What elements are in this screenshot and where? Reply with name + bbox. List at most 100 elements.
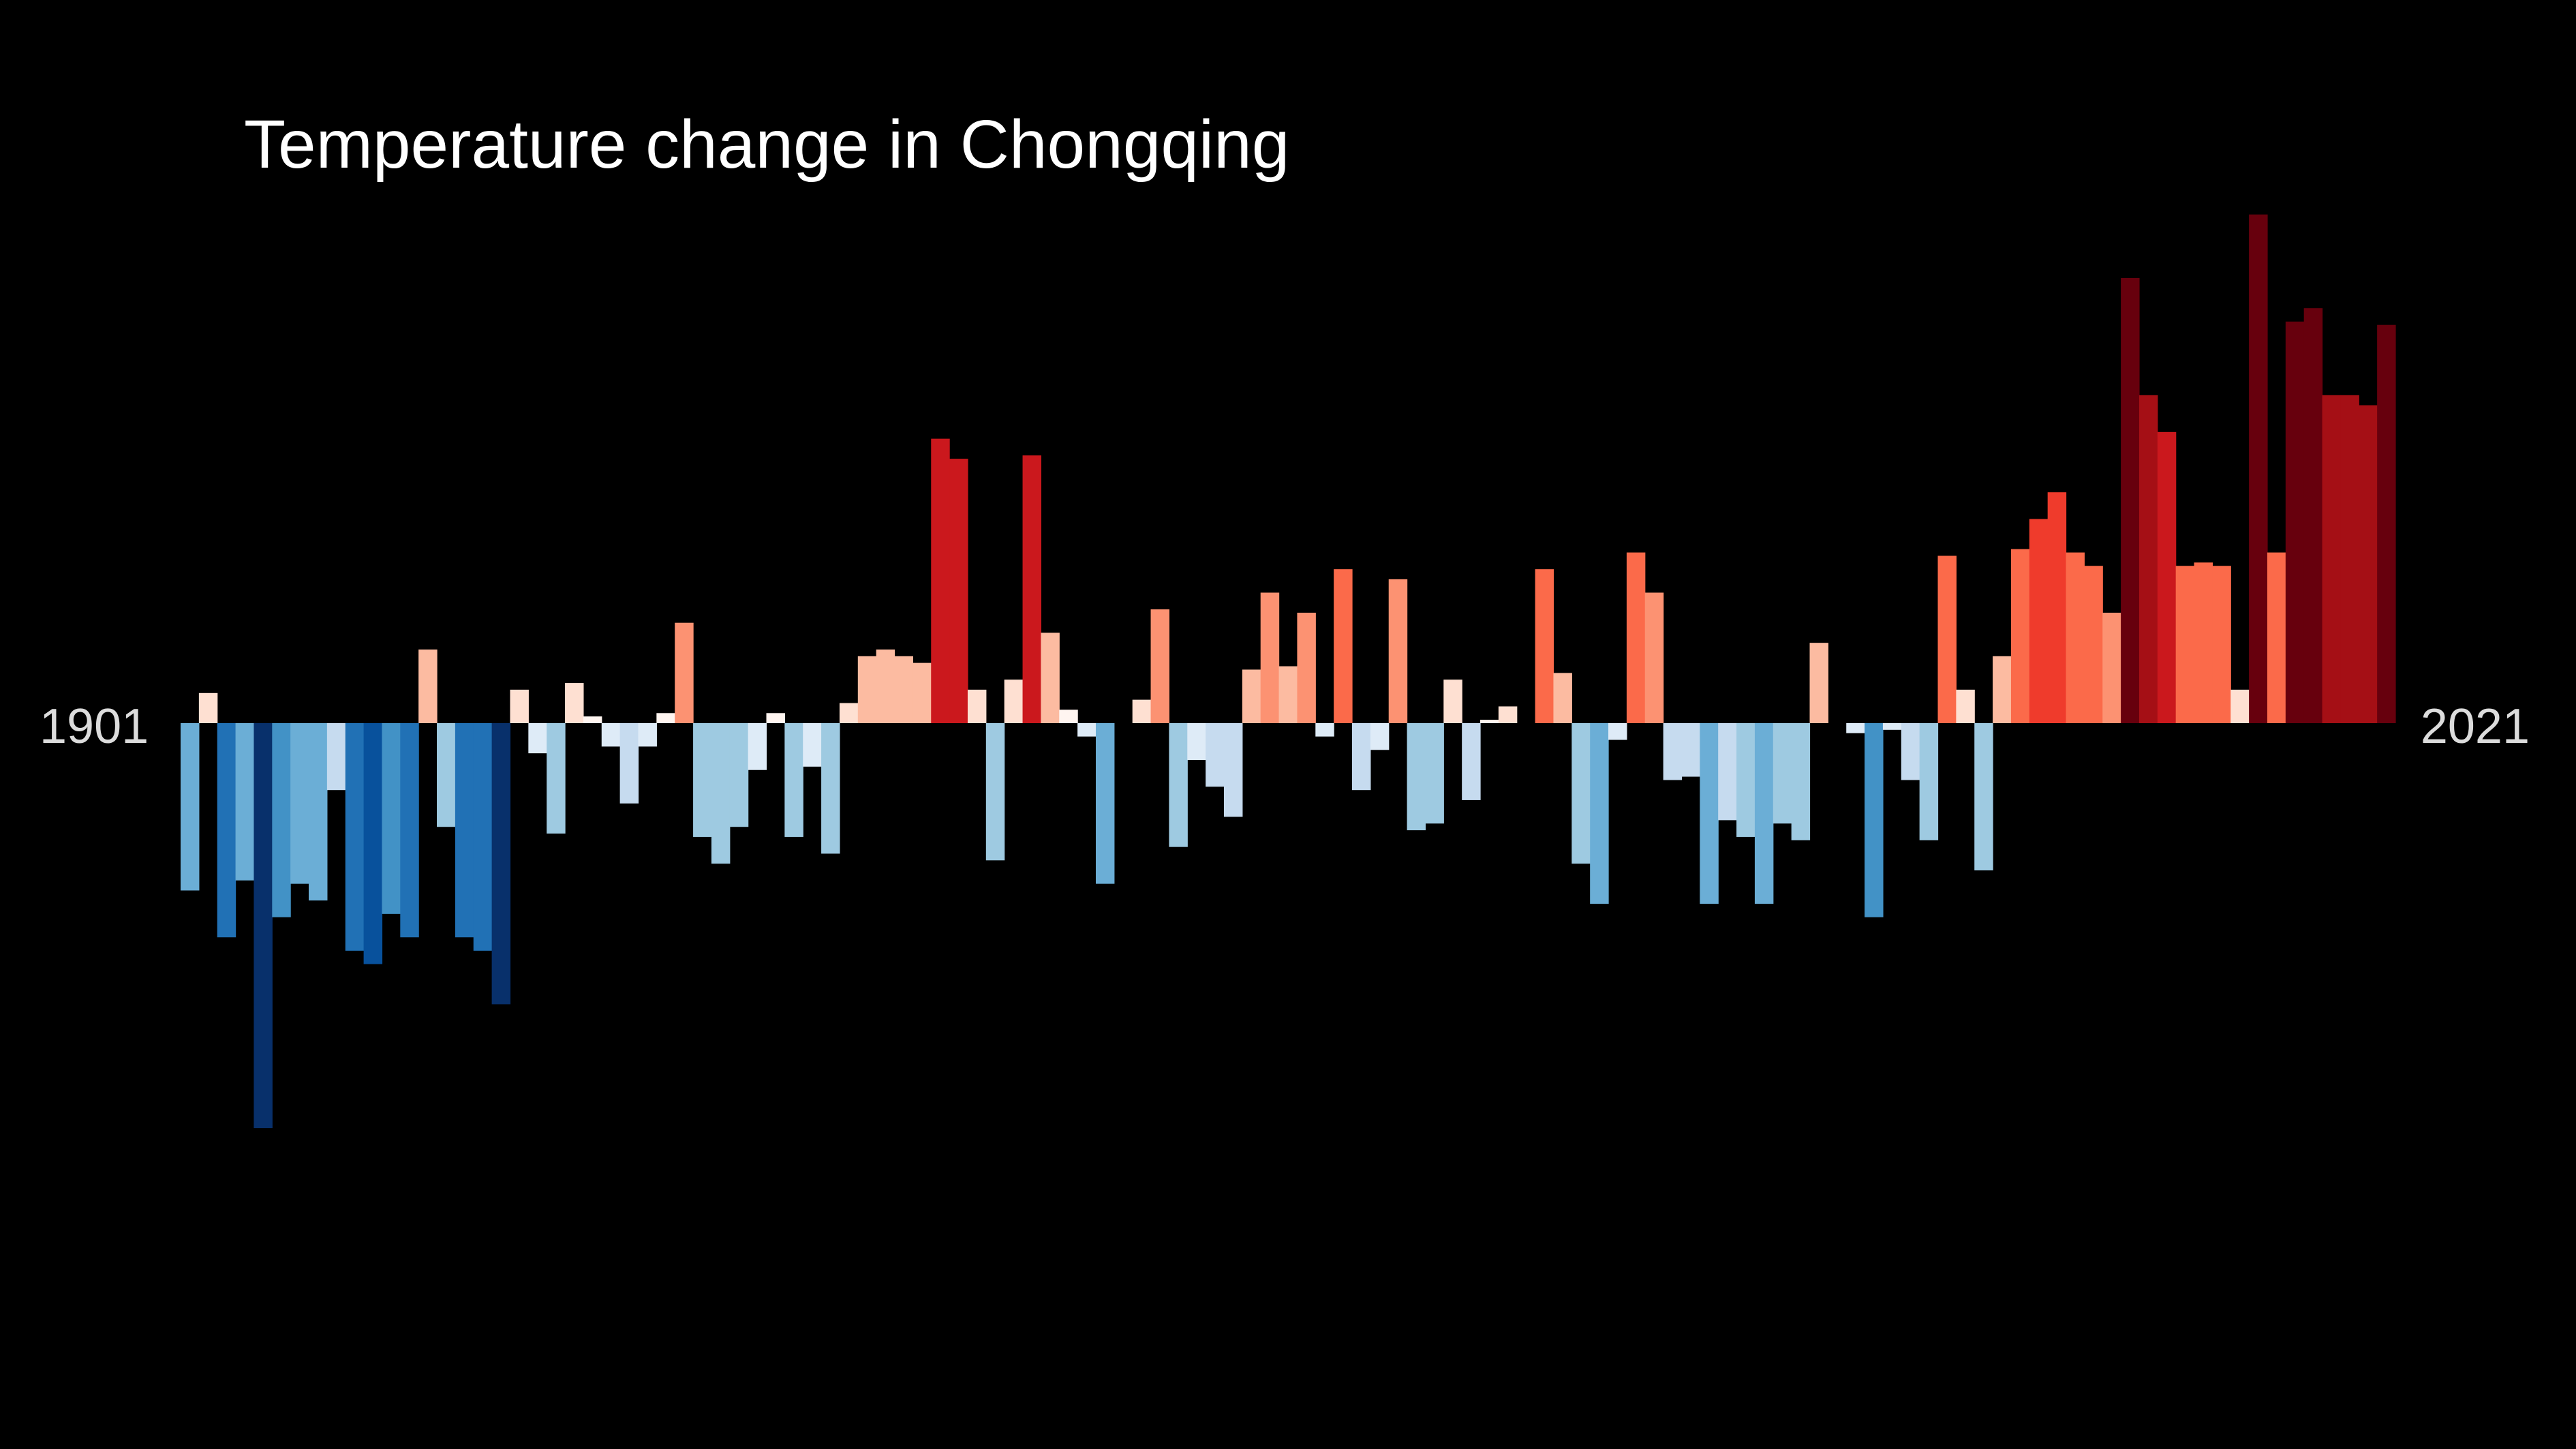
bar-1903 bbox=[217, 723, 236, 938]
bar-1994 bbox=[1882, 723, 1902, 730]
bar-1905 bbox=[254, 723, 273, 1129]
bar-1982 bbox=[1663, 723, 1683, 780]
bar-1930 bbox=[711, 723, 731, 864]
bar-1981 bbox=[1644, 592, 1664, 723]
bar-1999 bbox=[1974, 723, 1993, 871]
bar-1921 bbox=[547, 723, 566, 834]
bar-1941 bbox=[913, 662, 932, 723]
bar-1926 bbox=[638, 723, 657, 747]
bar-1936 bbox=[821, 723, 840, 854]
bar-1947 bbox=[1022, 455, 1041, 723]
bar-1980 bbox=[1626, 552, 1646, 723]
bar-1979 bbox=[1608, 723, 1627, 740]
bar-2021 bbox=[2377, 324, 2396, 724]
bar-1917 bbox=[473, 723, 493, 951]
bar-2011 bbox=[2194, 562, 2213, 723]
bar-1962 bbox=[1297, 612, 1316, 723]
bar-1978 bbox=[1590, 723, 1609, 904]
bar-1904 bbox=[235, 723, 255, 881]
bar-1946 bbox=[1004, 680, 1024, 723]
bar-1901 bbox=[181, 723, 200, 891]
bar-1934 bbox=[784, 723, 803, 837]
start-year-label: 1901 bbox=[40, 699, 149, 754]
bar-1933 bbox=[766, 713, 785, 723]
bar-1965 bbox=[1352, 723, 1371, 791]
bar-2012 bbox=[2212, 566, 2231, 723]
bar-1983 bbox=[1681, 723, 1700, 777]
bar-1977 bbox=[1571, 723, 1591, 864]
bar-1922 bbox=[565, 683, 584, 723]
bar-1942 bbox=[931, 438, 950, 723]
bar-1914 bbox=[418, 649, 438, 723]
bar-1955 bbox=[1169, 723, 1188, 847]
bar-1923 bbox=[583, 716, 602, 723]
bar-2002 bbox=[2029, 519, 2049, 723]
bar-2014 bbox=[2249, 214, 2268, 723]
bar-1968 bbox=[1407, 723, 1426, 831]
bar-1964 bbox=[1334, 569, 1353, 723]
bar-1960 bbox=[1260, 592, 1280, 723]
bar-1953 bbox=[1132, 699, 1152, 723]
bar-1909 bbox=[326, 723, 346, 791]
bar-1998 bbox=[1956, 689, 1975, 723]
bar-1935 bbox=[803, 723, 822, 767]
bar-1992 bbox=[1846, 723, 1865, 733]
bar-1928 bbox=[675, 622, 694, 723]
bar-2015 bbox=[2267, 552, 2286, 723]
bar-2020 bbox=[2359, 405, 2378, 723]
bar-1902 bbox=[198, 692, 218, 723]
bar-2016 bbox=[2285, 321, 2305, 723]
bar-2013 bbox=[2230, 689, 2250, 723]
bar-1944 bbox=[967, 689, 987, 723]
bar-1970 bbox=[1443, 680, 1462, 723]
bar-1940 bbox=[894, 656, 913, 723]
bar-1910 bbox=[345, 723, 365, 951]
bar-2000 bbox=[1993, 656, 2012, 723]
bar-1993 bbox=[1865, 723, 1884, 917]
bar-1972 bbox=[1480, 720, 1499, 723]
bar-1985 bbox=[1718, 723, 1737, 821]
bar-1973 bbox=[1498, 706, 1518, 723]
bar-2017 bbox=[2303, 308, 2323, 723]
bar-1988 bbox=[1773, 723, 1792, 824]
bar-1927 bbox=[656, 713, 675, 723]
bar-1937 bbox=[839, 703, 859, 723]
bar-1948 bbox=[1041, 632, 1060, 723]
chart-title: Temperature change in Chongqing bbox=[244, 106, 1289, 183]
bar-1939 bbox=[876, 649, 895, 723]
bar-2018 bbox=[2322, 395, 2342, 723]
bar-1918 bbox=[491, 723, 511, 1005]
bar-1976 bbox=[1553, 673, 1572, 723]
end-year-label: 2021 bbox=[2421, 699, 2530, 754]
bar-1961 bbox=[1278, 666, 1298, 723]
bar-2003 bbox=[2047, 492, 2067, 723]
bar-1989 bbox=[1791, 723, 1811, 840]
bar-1938 bbox=[857, 656, 877, 723]
bar-2008 bbox=[2138, 395, 2158, 723]
bar-1984 bbox=[1700, 723, 1719, 904]
bar-1971 bbox=[1462, 723, 1481, 800]
bar-1951 bbox=[1095, 723, 1115, 884]
bar-1908 bbox=[309, 723, 328, 901]
bar-1916 bbox=[455, 723, 474, 938]
bar-1945 bbox=[985, 723, 1005, 861]
bar-1956 bbox=[1187, 723, 1206, 761]
bar-1907 bbox=[290, 723, 309, 884]
bar-1950 bbox=[1077, 723, 1097, 737]
bar-1967 bbox=[1388, 579, 1408, 723]
bar-1906 bbox=[272, 723, 291, 917]
bar-2007 bbox=[2121, 277, 2140, 724]
bar-1986 bbox=[1736, 723, 1755, 837]
bar-1915 bbox=[437, 723, 456, 827]
bar-2001 bbox=[2010, 549, 2030, 723]
bar-2004 bbox=[2066, 552, 2085, 723]
bar-2006 bbox=[2102, 612, 2121, 723]
bar-1931 bbox=[729, 723, 749, 827]
bar-1963 bbox=[1315, 723, 1334, 737]
bar-1943 bbox=[949, 459, 968, 723]
bar-1949 bbox=[1059, 710, 1078, 723]
bar-1920 bbox=[528, 723, 547, 754]
bar-1954 bbox=[1150, 609, 1170, 723]
bar-2009 bbox=[2157, 431, 2177, 723]
